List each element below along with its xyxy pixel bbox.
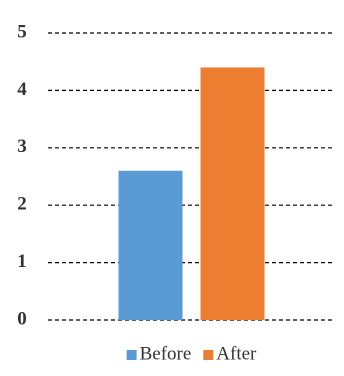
legend-swatch: [126, 350, 137, 360]
legend-label: Before: [140, 343, 192, 364]
y-tick-label: 5: [17, 21, 27, 42]
y-tick-label: 2: [17, 194, 27, 215]
y-tick-label: 0: [17, 308, 27, 329]
y-tick-label: 3: [17, 136, 27, 157]
bar: [200, 67, 265, 320]
y-tick-label: 1: [17, 251, 27, 272]
y-tick-label: 4: [17, 79, 27, 100]
legend-label: After: [216, 343, 257, 364]
legend-swatch: [203, 350, 214, 360]
bar: [118, 170, 183, 320]
